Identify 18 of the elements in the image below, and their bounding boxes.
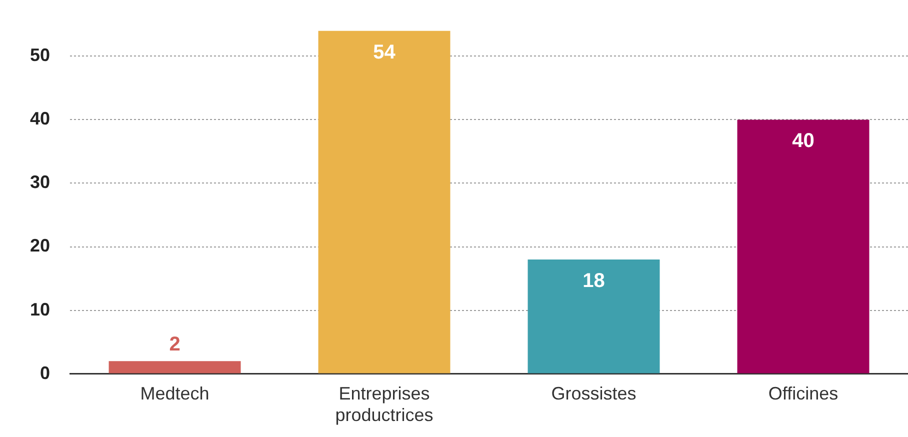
- y-tick-label: 50: [30, 45, 50, 66]
- y-tick-label: 20: [30, 236, 50, 256]
- y-tick-label: 30: [30, 172, 50, 192]
- data-label: 40: [792, 130, 814, 152]
- data-label: 54: [373, 41, 396, 64]
- bar: [528, 259, 660, 374]
- x-tick-label: Medtech: [140, 384, 210, 404]
- y-tick-label: 0: [40, 362, 50, 383]
- x-tick-label: Officines: [768, 384, 838, 404]
- data-label: 2: [169, 334, 180, 356]
- bar: [737, 120, 870, 374]
- x-tick-label: Entreprises productrices: [335, 384, 434, 426]
- y-tick-label: 40: [30, 108, 50, 129]
- data-label: 18: [582, 270, 605, 292]
- y-tick-label: 10: [30, 299, 50, 320]
- bar: [108, 361, 241, 374]
- bar: [318, 30, 450, 374]
- x-tick-label: Grossistes: [551, 384, 636, 404]
